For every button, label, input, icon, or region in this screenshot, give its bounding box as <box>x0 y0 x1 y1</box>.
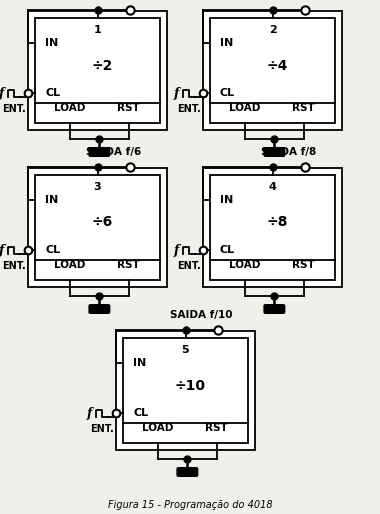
Text: f: f <box>87 407 92 420</box>
Bar <box>203 11 342 130</box>
Text: ÷6: ÷6 <box>92 215 113 229</box>
FancyBboxPatch shape <box>89 147 110 157</box>
Text: ENT.: ENT. <box>2 261 26 271</box>
Text: Figura 15 - Programação do 4018: Figura 15 - Programação do 4018 <box>108 500 272 510</box>
FancyBboxPatch shape <box>176 467 198 477</box>
Bar <box>35 18 160 123</box>
Text: CL: CL <box>45 245 60 255</box>
Text: ÷2: ÷2 <box>92 59 113 72</box>
Text: 1: 1 <box>93 25 101 35</box>
Bar <box>116 331 255 450</box>
Text: RST: RST <box>205 423 228 433</box>
Text: f: f <box>0 87 4 100</box>
Text: ÷4: ÷4 <box>267 59 288 72</box>
Text: RST: RST <box>117 260 140 270</box>
Text: IN: IN <box>45 195 58 205</box>
Text: ENT.: ENT. <box>177 104 201 114</box>
Text: CL: CL <box>45 88 60 98</box>
Text: RST: RST <box>292 103 315 113</box>
Bar <box>28 168 167 287</box>
Text: LOAD: LOAD <box>229 260 261 270</box>
Text: 5: 5 <box>182 345 189 355</box>
Text: ENT.: ENT. <box>2 104 26 114</box>
Text: IN: IN <box>220 195 233 205</box>
Bar <box>210 18 335 123</box>
Text: IN: IN <box>220 38 233 48</box>
Bar <box>28 11 167 130</box>
Text: f: f <box>174 244 179 257</box>
Bar <box>35 175 160 280</box>
Text: SAIDA f/10: SAIDA f/10 <box>170 310 233 320</box>
Text: CL: CL <box>220 245 235 255</box>
Text: f: f <box>0 244 4 257</box>
Text: LOAD: LOAD <box>142 423 174 433</box>
Text: ÷10: ÷10 <box>175 378 206 393</box>
Text: RST: RST <box>117 103 140 113</box>
Text: CL: CL <box>220 88 235 98</box>
Text: 4: 4 <box>269 182 276 192</box>
Text: LOAD: LOAD <box>229 103 261 113</box>
Bar <box>123 338 248 443</box>
Text: ÷8: ÷8 <box>267 215 288 229</box>
FancyBboxPatch shape <box>89 304 110 314</box>
Text: CL: CL <box>133 408 148 418</box>
Text: LOAD: LOAD <box>54 103 86 113</box>
Text: ENT.: ENT. <box>90 424 114 434</box>
Bar <box>203 168 342 287</box>
Text: LOAD: LOAD <box>54 260 86 270</box>
Text: IN: IN <box>45 38 58 48</box>
FancyBboxPatch shape <box>263 147 285 157</box>
Text: RST: RST <box>292 260 315 270</box>
Bar <box>210 175 335 280</box>
Text: 2: 2 <box>269 25 276 35</box>
Text: SAIDA f/8: SAIDA f/8 <box>261 147 316 157</box>
FancyBboxPatch shape <box>263 304 285 314</box>
Text: IN: IN <box>133 358 146 368</box>
Text: ENT.: ENT. <box>177 261 201 271</box>
Text: 3: 3 <box>94 182 101 192</box>
Text: SAIDA f/6: SAIDA f/6 <box>86 147 141 157</box>
Text: f: f <box>174 87 179 100</box>
